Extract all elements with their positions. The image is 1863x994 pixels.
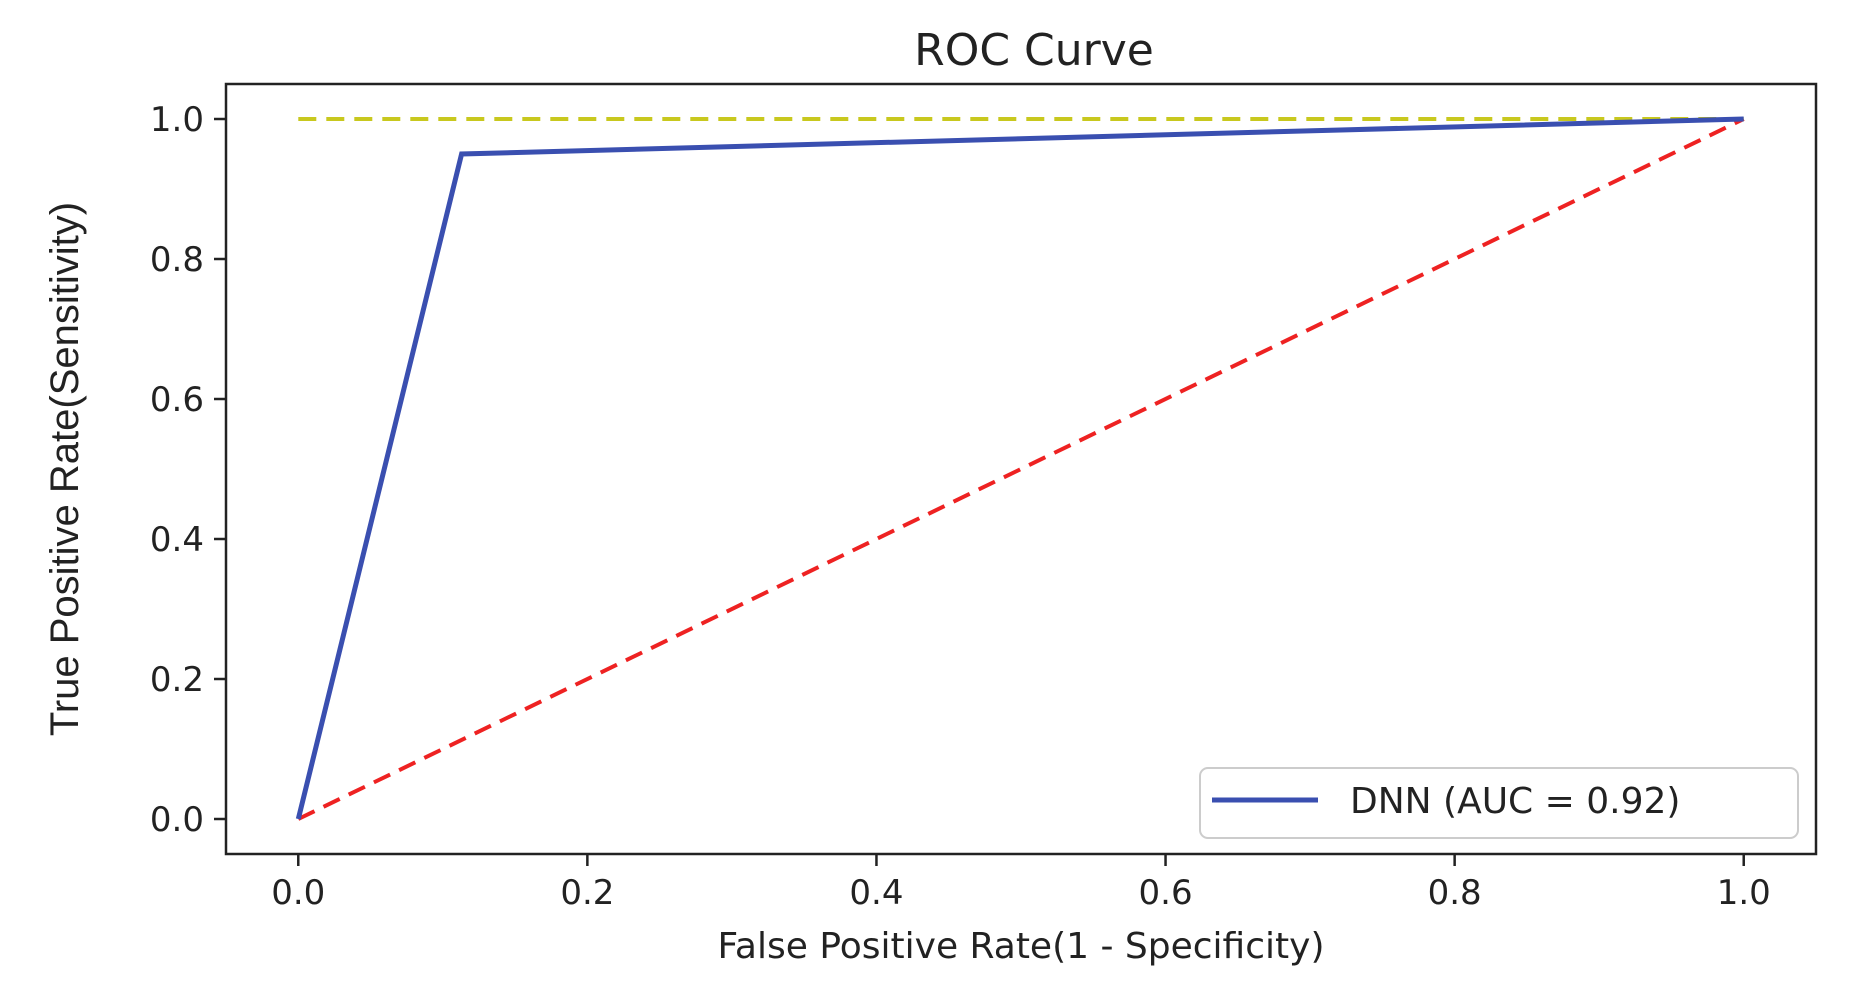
y-tick-label: 0.6 — [150, 380, 204, 420]
y-tick-label: 0.8 — [150, 240, 204, 280]
x-tick-label: 0.8 — [1428, 873, 1482, 913]
x-tick-label: 0.6 — [1139, 873, 1193, 913]
legend: DNN (AUC = 0.92) — [1199, 767, 1799, 839]
ticks-layer: 0.0 0.2 0.4 0.6 0.8 1.0 0.0 0.2 0.4 0.6 0.8 1.0 — [150, 100, 1771, 913]
y-axis-label: True Positive Rate(Sensitivity) — [43, 202, 87, 736]
legend-box — [1199, 767, 1799, 839]
legend-label-dnn: DNN (AUC = 0.92) — [1350, 781, 1680, 822]
x-axis-label: False Positive Rate(1 - Specificity) — [718, 926, 1325, 967]
x-tick-label: 0.4 — [849, 873, 903, 913]
x-tick-label: 1.0 — [1717, 873, 1771, 913]
y-tick-label: 0.4 — [150, 520, 204, 560]
series-layer — [295, 116, 1745, 821]
y-tick-label: 0.2 — [150, 660, 204, 700]
y-tick-label: 0.0 — [150, 800, 204, 840]
series-line-chance — [297, 117, 1745, 821]
chart-title: ROC Curve — [914, 25, 1154, 76]
x-tick-label: 0.2 — [560, 873, 614, 913]
x-tick-label: 0.0 — [271, 873, 325, 913]
series-line-dnn-auc-0-92 — [295, 116, 1744, 820]
y-tick-label: 1.0 — [150, 100, 204, 140]
plot-area-frame — [224, 82, 1818, 856]
